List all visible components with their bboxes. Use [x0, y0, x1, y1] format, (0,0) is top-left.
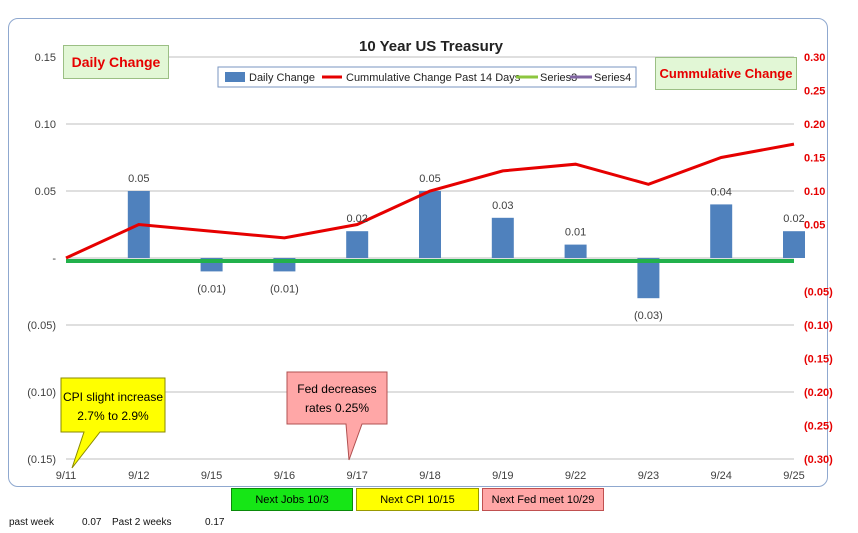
x-tick-label: 9/22	[565, 470, 586, 482]
bar-data-label: (0.03)	[634, 310, 663, 322]
bar-data-label: (0.01)	[197, 283, 226, 295]
x-tick-label: 9/25	[783, 470, 804, 482]
y-axis-right: 0.30 0.25 0.20 0.15 0.10 0.05 (0.05) (0.10) (0.1…	[804, 52, 833, 466]
x-tick-label: 9/17	[346, 470, 367, 482]
bar-data-label: 0.02	[346, 213, 367, 225]
y-right-tick-label: 0.05	[804, 220, 825, 232]
cpi-callout-shape	[60, 377, 166, 469]
y-right-tick-label: 0.25	[804, 86, 825, 98]
x-tick-label: 9/16	[274, 470, 295, 482]
legend: Daily Change Cummulative Change Past 14 D…	[217, 66, 637, 88]
y-axis-left: 0.15 0.10 0.05 - (0.05) (0.10) (0.15)	[27, 52, 56, 466]
x-tick-label: 9/12	[128, 470, 149, 482]
y-left-tick-label: (0.10)	[27, 387, 56, 399]
y-right-tick-label: 0.20	[804, 119, 825, 131]
y-right-tick-label: 0.15	[804, 153, 825, 165]
y-right-tick-label: 0.30	[804, 52, 825, 64]
y-right-tick-label: (0.10)	[804, 320, 833, 332]
bar-data-label: 0.03	[492, 200, 513, 212]
right-axis-title: Cummulative Change	[655, 57, 797, 90]
y-right-tick-label: 0.10	[804, 186, 825, 198]
y-left-tick-label: 0.10	[35, 119, 56, 131]
bar-data-label: 0.05	[128, 173, 149, 185]
bar-data-label: 0.04	[710, 186, 731, 198]
data-labels: 0.05 (0.01) (0.01) 0.02 0.05 0.03 0.01 (0.03) 0.…	[128, 173, 805, 322]
bar[interactable]	[710, 204, 733, 258]
next-fed-badge: Next Fed meet 10/29	[482, 488, 604, 511]
past-2-weeks-value: 0.17	[205, 517, 225, 528]
legend-label: Cummulative Change Past 14 Days	[346, 72, 521, 84]
x-tick-label: 9/11	[56, 470, 77, 482]
callouts: CPI slight increase 2.7% to 2.9% Fed decre…	[60, 371, 388, 469]
cumulative-change-line[interactable]	[65, 142, 795, 260]
y-left-tick-label: (0.15)	[27, 454, 56, 466]
x-tick-label: 9/24	[710, 470, 731, 482]
legend-label: Series3	[540, 72, 577, 84]
fed-callout-shape	[286, 371, 388, 461]
x-tick-label: 9/18	[419, 470, 440, 482]
y-left-tick-label: -	[52, 253, 56, 265]
fed-callout-line: Fed decreases	[297, 382, 376, 396]
bars	[127, 191, 805, 299]
series-lines	[65, 142, 795, 263]
fed-callout-line: rates 0.25%	[305, 401, 369, 415]
x-axis: 9/11 9/12 9/15 9/16 9/17 9/18 9/19 9/22 9/23 9/24…	[56, 470, 805, 482]
past-week-label: past week	[9, 517, 55, 528]
past-2-weeks-label: Past 2 weeks	[112, 517, 172, 528]
legend-box	[217, 66, 637, 88]
bar[interactable]	[346, 231, 369, 258]
y-right-tick-label: (0.05)	[804, 287, 833, 299]
y-right-tick-label: (0.30)	[804, 454, 833, 466]
past-week-value: 0.07	[82, 517, 102, 528]
next-cpi-badge: Next CPI 10/15	[356, 488, 479, 511]
legend-label: Daily Change	[249, 72, 315, 84]
bar-data-label: 0.02	[783, 213, 804, 225]
bar[interactable]	[564, 244, 587, 258]
y-left-tick-label: 0.05	[35, 186, 56, 198]
bar[interactable]	[419, 191, 441, 258]
bar-data-label: 0.01	[565, 227, 586, 239]
y-left-tick-label: (0.05)	[27, 320, 56, 332]
bar[interactable]	[637, 258, 660, 299]
cpi-callout-line: 2.7% to 2.9%	[77, 409, 149, 423]
legend-swatch-daily	[225, 72, 245, 82]
y-right-tick-label: (0.25)	[804, 421, 833, 433]
bar[interactable]	[783, 231, 805, 258]
bar[interactable]	[491, 217, 514, 258]
legend-label: Series4	[594, 72, 631, 84]
bar-data-label: (0.01)	[270, 283, 299, 295]
x-tick-label: 9/15	[201, 470, 222, 482]
x-tick-label: 9/19	[492, 470, 513, 482]
y-right-tick-label: (0.20)	[804, 387, 833, 399]
bar-data-label: 0.05	[419, 173, 440, 185]
left-axis-title: Daily Change	[63, 45, 169, 79]
cpi-callout-line: CPI slight increase	[63, 390, 163, 404]
chart-title: 10 Year US Treasury	[359, 38, 504, 55]
y-left-tick-label: 0.15	[35, 52, 56, 64]
next-jobs-badge: Next Jobs 10/3	[231, 488, 353, 511]
x-tick-label: 9/23	[638, 470, 659, 482]
y-right-tick-label: (0.15)	[804, 354, 833, 366]
